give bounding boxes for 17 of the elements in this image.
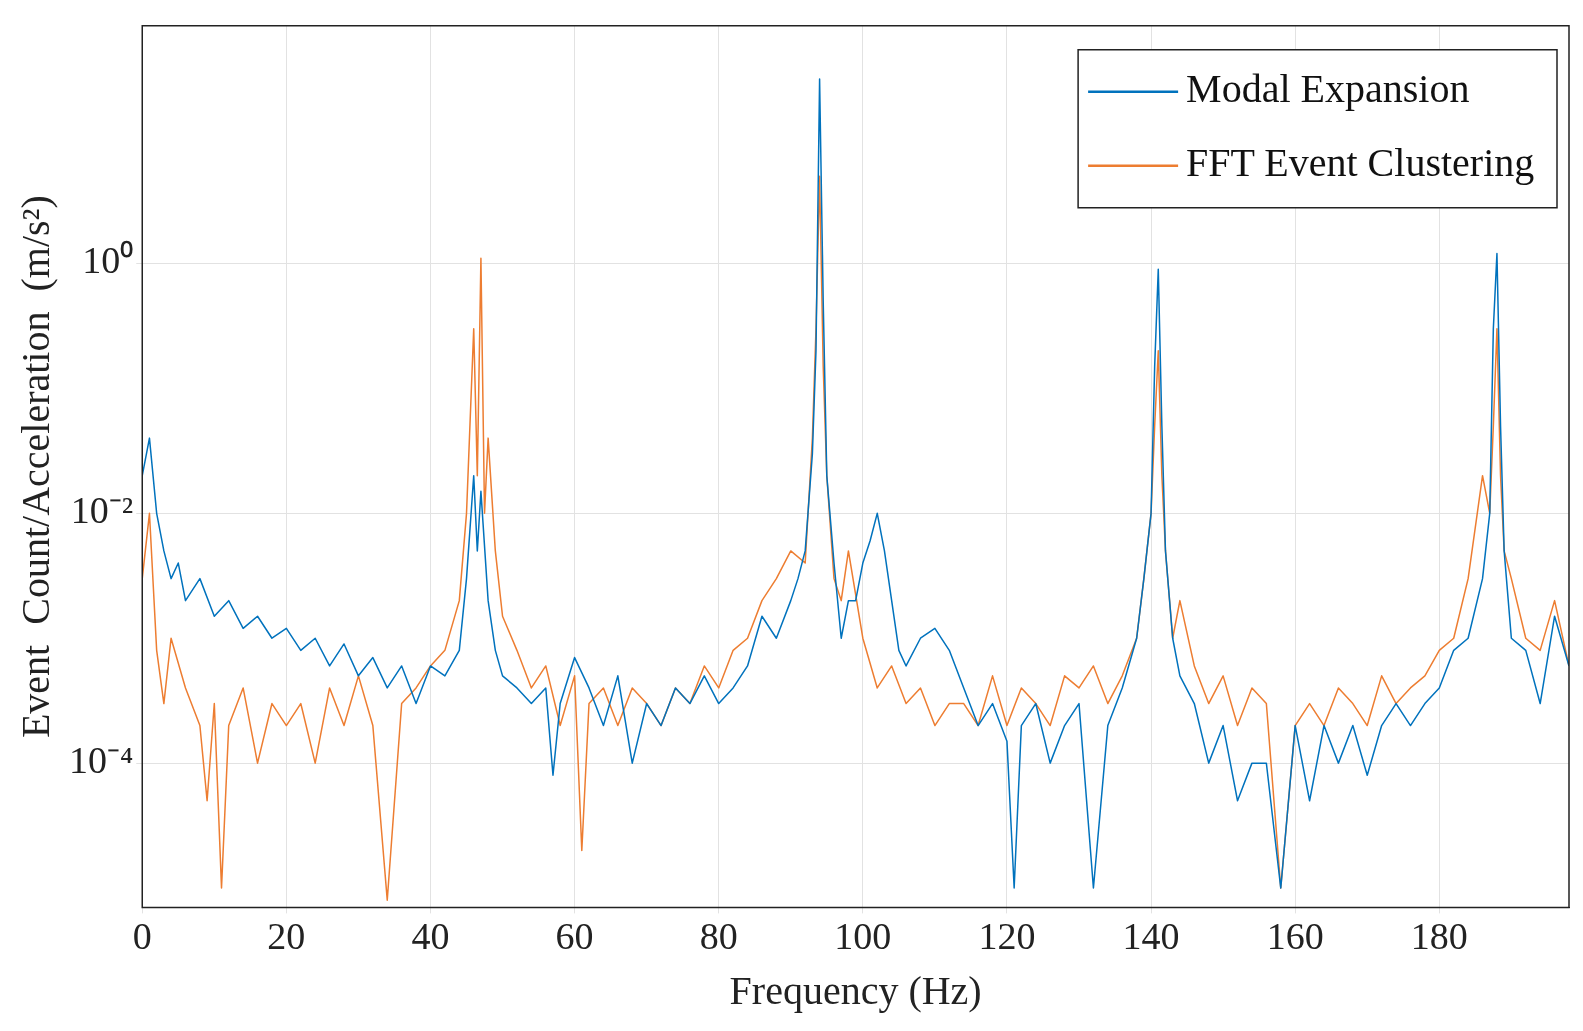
x-tick-label: 60 xyxy=(555,915,594,958)
y-tick-label: 10⁻⁴ xyxy=(69,739,134,782)
y-tick-label: 10⁰ xyxy=(82,239,134,282)
x-tick-label: 140 xyxy=(1122,915,1180,958)
x-tick-label: 0 xyxy=(132,915,152,958)
legend-label: FFT Event Clustering xyxy=(1186,140,1535,186)
x-tick-label: 80 xyxy=(699,915,738,958)
legend-label: Modal Expansion xyxy=(1186,66,1470,112)
x-tick-label: 180 xyxy=(1410,915,1468,958)
y-axis-title: Event Count/Acceleration (m/s²) xyxy=(12,195,58,739)
x-tick-label: 40 xyxy=(411,915,450,958)
x-tick-label: 120 xyxy=(978,915,1036,958)
x-tick-label: 160 xyxy=(1266,915,1324,958)
x-tick-label: 20 xyxy=(267,915,306,958)
x-tick-label: 100 xyxy=(834,915,892,958)
x-axis-title: Frequency (Hz) xyxy=(729,967,982,1013)
y-tick-label: 10⁻² xyxy=(70,489,134,532)
